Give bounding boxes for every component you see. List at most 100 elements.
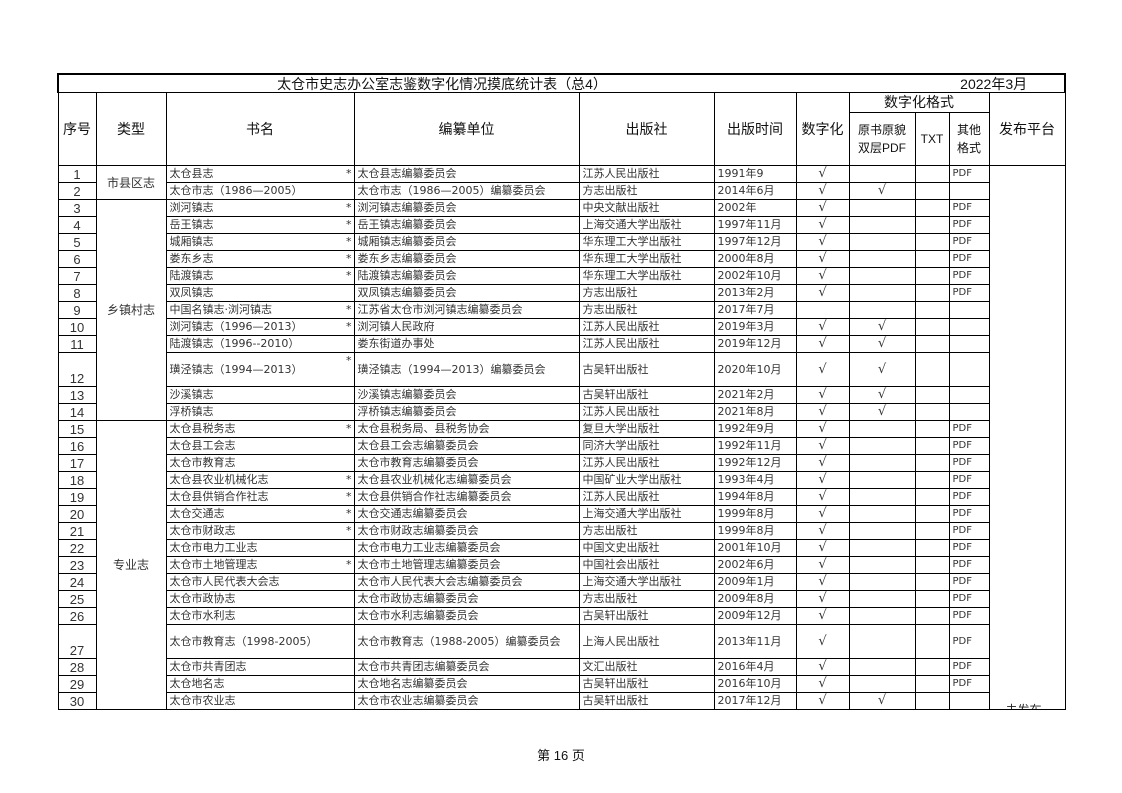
txt-format-check: [914, 471, 950, 489]
row-number: 25: [57, 590, 97, 608]
book-title-text: 太仓县农业机械化志: [169, 473, 269, 486]
row-number: 18: [57, 471, 97, 489]
publisher: 方志出版社: [578, 301, 715, 319]
header-format-other: 其他格式: [948, 112, 990, 166]
table-row: 3 乡镇村志 浏河镇志 * 浏河镇志编纂委员会 中央文献出版社 2002年 √ PDF: [57, 199, 1065, 421]
publish-time: 2002年: [713, 199, 797, 217]
compiler: 太仓交通志编纂委员会: [353, 505, 580, 523]
row-number: 22: [57, 539, 97, 557]
digitized-check: √: [795, 590, 850, 608]
compiler: 太仓市人民代表大会志编纂委员会: [353, 573, 580, 591]
digitized-check: √: [795, 539, 850, 557]
row-number: 13: [57, 386, 97, 404]
publisher: 中国文史出版社: [578, 539, 715, 557]
header-publisher: 出版社: [578, 92, 715, 166]
category-cell: 专业志: [95, 420, 167, 710]
other-format: [948, 386, 990, 404]
other-format: PDF: [948, 233, 990, 251]
compiler: 太仓市政协志编纂委员会: [353, 590, 580, 608]
book-title: 太仓地名志: [165, 675, 355, 693]
compiler: 太仓市水利志编纂委员会: [353, 607, 580, 625]
book-title-text: 太仓县税务志: [169, 422, 236, 435]
row-number: 11: [57, 335, 97, 353]
table-row: 23 太仓市土地管理志 * 太仓市土地管理志编纂委员会 中国社会出版社 2002年6月 √ P…: [57, 556, 1065, 574]
publish-time: 1991年9: [713, 165, 797, 183]
publisher: 同济大学出版社: [578, 437, 715, 455]
report-date: 2022年3月: [960, 75, 1028, 92]
book-title-text: 太仓市电力工业志: [169, 541, 258, 554]
publisher: 江苏人民出版社: [578, 165, 715, 183]
digitized-check: √: [795, 658, 850, 676]
pdf-format-check: [848, 216, 916, 234]
pdf-format-check: √: [848, 318, 916, 336]
pdf-format-check: [848, 250, 916, 268]
publish-time: 1993年4月: [713, 471, 797, 489]
book-title: 浏河镇志（1996—2013） *: [165, 318, 355, 336]
row-number: 27: [57, 624, 97, 659]
txt-format-check: [914, 420, 950, 438]
digitized-check: √: [795, 403, 850, 421]
table-row: 4 岳王镇志 * 岳王镇志编纂委员会 上海交通大学出版社 1997年11月 √ PDF: [57, 216, 1065, 234]
book-title: 浮桥镇志: [165, 403, 355, 421]
digitized-check: √: [795, 556, 850, 574]
publish-time: 2016年4月: [713, 658, 797, 676]
other-format: PDF: [948, 199, 990, 217]
book-title-text: 太仓市人民代表大会志: [169, 575, 280, 588]
compiler: 娄东乡志编纂委员会: [353, 250, 580, 268]
row-number: 15: [57, 420, 97, 438]
row-number: 4: [57, 216, 97, 234]
pdf-format-check: [848, 284, 916, 302]
book-title-text: 浏河镇志: [169, 201, 214, 214]
row-number: 6: [57, 250, 97, 268]
book-title: 城厢镇志 *: [165, 233, 355, 251]
txt-format-check: [914, 505, 950, 523]
table-row: 25 太仓市政协志 太仓市政协志编纂委员会 方志出版社 2009年8月 √ PDF: [57, 590, 1065, 608]
book-title-text: 沙溪镇志: [169, 388, 214, 401]
compiler: 太仓县工会志编纂委员会: [353, 437, 580, 455]
table-row: 16 太仓县工会志 太仓县工会志编纂委员会 同济大学出版社 1992年11月 √ PDF: [57, 437, 1065, 455]
star-mark: *: [346, 252, 352, 265]
compiler: 城厢镇志编纂委员会: [353, 233, 580, 251]
digitized-check: √: [795, 182, 850, 200]
star-mark: *: [346, 354, 352, 367]
digitized-check: √: [795, 335, 850, 353]
table-row: 6 娄东乡志 * 娄东乡志编纂委员会 华东理工大学出版社 2000年8月 √ PDF: [57, 250, 1065, 268]
book-title: 岳王镇志 *: [165, 216, 355, 234]
book-title-text: 陆渡镇志: [169, 269, 214, 282]
row-number: 14: [57, 403, 97, 421]
book-title-text: 浏河镇志（1996—2013）: [169, 320, 303, 333]
header-format-txt: TXT: [914, 112, 950, 166]
publish-time: 2009年1月: [713, 573, 797, 591]
pdf-format-check: [848, 539, 916, 557]
publish-time: 1999年8月: [713, 522, 797, 540]
star-mark: *: [346, 558, 352, 571]
other-format: PDF: [948, 624, 990, 659]
publish-time: 2000年8月: [713, 250, 797, 268]
table-row: 8 双凤镇志 双凤镇志编纂委员会 方志出版社 2013年2月 √ PDF: [57, 284, 1065, 302]
publish-time: 2017年12月: [713, 692, 797, 710]
publisher: 江苏人民出版社: [578, 335, 715, 353]
book-title-text: 岳王镇志: [169, 218, 214, 231]
publish-time: 1999年8月: [713, 505, 797, 523]
publish-time: 1992年9月: [713, 420, 797, 438]
compiler: 太仓市财政志编纂委员会: [353, 522, 580, 540]
compiler: 沙溪镇志编纂委员会: [353, 386, 580, 404]
book-title-text: 太仓市政协志: [169, 592, 236, 605]
other-format: PDF: [948, 590, 990, 608]
table-row: 14 浮桥镇志 浮桥镇志编纂委员会 江苏人民出版社 2021年8月 √ √: [57, 403, 1065, 421]
publisher: 古吴轩出版社: [578, 607, 715, 625]
txt-format-check: [914, 437, 950, 455]
statistics-table: 太仓市史志办公室志鉴数字化情况摸底统计表（总4） 2022年3月 序号 类型 书…: [56, 73, 1067, 710]
book-title: 太仓市人民代表大会志: [165, 573, 355, 591]
publisher: 华东理工大学出版社: [578, 233, 715, 251]
pdf-format-check: √: [848, 352, 916, 387]
row-number: 26: [57, 607, 97, 625]
table-row: 12 璜泾镇志（1994—2013） * 璜泾镇志（1994—2013）编纂委员会 古吴…: [57, 352, 1065, 387]
star-mark: *: [346, 473, 352, 486]
pdf-format-check: [848, 607, 916, 625]
book-title: 太仓县农业机械化志 *: [165, 471, 355, 489]
pdf-format-check: [848, 233, 916, 251]
compiler: 太仓地名志编纂委员会: [353, 675, 580, 693]
other-format: PDF: [948, 573, 990, 591]
